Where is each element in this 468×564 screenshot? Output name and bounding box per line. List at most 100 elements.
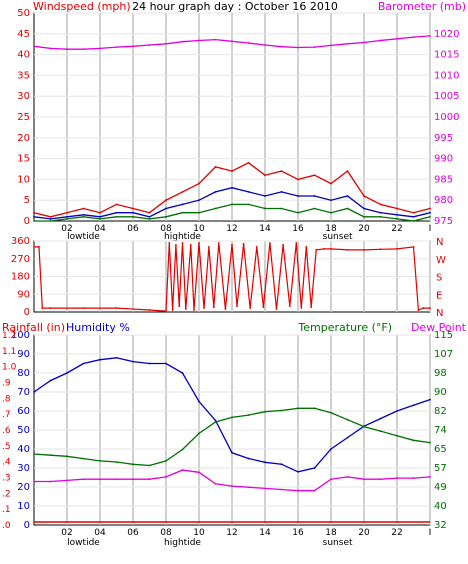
- x-tick-label: 14: [259, 224, 271, 234]
- x-tick-label: 02: [61, 224, 72, 234]
- wind-panel-series-3-point: [66, 218, 68, 220]
- wind-panel-series-0-point: [363, 195, 365, 197]
- compass-label: E: [436, 290, 442, 301]
- wind-direction-point: [249, 307, 252, 309]
- climate-series-0-point: [148, 362, 151, 365]
- x-tick-label: 06: [127, 528, 139, 538]
- wind-direction-point: [305, 246, 308, 248]
- wind-direction-point: [429, 307, 431, 309]
- climate-series-0-point: [231, 451, 233, 454]
- wind-panel-series-2-point: [280, 190, 283, 193]
- x-tick-label: 14: [259, 528, 271, 538]
- direction-tick-label: 360: [11, 236, 30, 247]
- temperature-tick-label: 40: [434, 501, 447, 512]
- wind-panel-series-1-point: [313, 46, 316, 49]
- wind-panel-series-3-point: [214, 207, 217, 210]
- wind-panel-series-3-point: [165, 215, 167, 218]
- climate-series-1-point: [148, 464, 151, 467]
- climate-series-2-point: [148, 478, 151, 481]
- wind-panel-series-2-point: [429, 211, 431, 214]
- wind-direction-point: [236, 305, 238, 307]
- compass-label: W: [436, 255, 446, 266]
- wind-panel-series-2-point: [132, 211, 134, 214]
- wind-direction-point: [175, 244, 177, 246]
- climate-series-2-point: [132, 478, 134, 481]
- climate-series-2-point: [396, 477, 398, 479]
- wind-panel-series-1-point: [396, 37, 398, 40]
- wind-panel-series-0-point: [264, 174, 266, 177]
- windspeed-tick-label: 20: [17, 133, 30, 144]
- hightide-label: hightide: [164, 538, 201, 548]
- wind-panel-series-1-point: [132, 45, 134, 48]
- wind-panel-series-2-point: [412, 215, 415, 218]
- wind-direction-point: [168, 242, 171, 244]
- climate-series-1-point: [66, 455, 68, 458]
- climate-series-0-point: [346, 436, 349, 439]
- wind-panel-series-2-point: [297, 195, 299, 197]
- humidity-tick-label: 100: [11, 330, 30, 341]
- wind-panel-series-2-point: [396, 213, 398, 216]
- x-tick-label: 10: [193, 528, 205, 538]
- x-tick-label: 22: [391, 224, 402, 234]
- x-tick-label: 08: [160, 528, 172, 538]
- climate-series-1-point: [363, 425, 365, 428]
- wind-panel-series-2-point: [198, 199, 200, 202]
- wind-panel-series-3-point: [429, 215, 431, 218]
- wind-direction-point: [422, 307, 425, 309]
- barometer-tick-label: 1005: [434, 91, 459, 102]
- wind-panel-series-0-point: [330, 182, 332, 185]
- wind-direction-point: [269, 242, 271, 244]
- wind-direction-point: [282, 244, 285, 246]
- wind-panel-series-3-point: [247, 203, 250, 206]
- wind-panel-series-1-point: [280, 45, 283, 48]
- wind-panel-series-2-point: [148, 215, 151, 218]
- direction-tick-label: 180: [11, 272, 30, 283]
- climate-series-1-point: [396, 434, 398, 437]
- wind-panel-series-1-point: [82, 48, 85, 51]
- wind-panel-series-3-point: [297, 211, 299, 214]
- climate-series-2-point: [165, 476, 167, 478]
- temperature-tick-label: 115: [434, 330, 453, 341]
- compass-label: N: [436, 308, 443, 319]
- wind-panel-series-2-point: [181, 203, 184, 206]
- dewpoint-axis-label: Dew Point: [411, 321, 467, 334]
- wind-panel-series-2-point: [33, 215, 35, 218]
- climate-series-1-point: [412, 439, 415, 442]
- wind-panel-series-2-point: [99, 215, 101, 218]
- climate-series-1-point: [297, 407, 299, 410]
- wind-panel-series-2-point: [379, 211, 382, 214]
- wind-direction-point: [262, 306, 265, 308]
- wind-panel-series-3-point: [181, 211, 184, 214]
- wind-panel-series-3-point: [280, 207, 283, 210]
- wind-direction-point: [288, 305, 291, 307]
- wind-panel-series-1-point: [247, 42, 250, 44]
- x-tick-label: 16: [292, 224, 304, 234]
- wind-direction-point: [171, 309, 174, 311]
- wind-panel-series-0-point: [247, 161, 250, 164]
- wind-direction-point: [363, 248, 365, 251]
- climate-series-1-point: [132, 463, 134, 466]
- wind-panel-series-3-point: [99, 218, 101, 220]
- wind-panel-series-1-point: [181, 40, 184, 43]
- x-tick-label: I: [429, 224, 432, 234]
- climate-series-1-point: [214, 421, 217, 423]
- wind-direction-point: [330, 247, 332, 250]
- wind-panel-series-3-point: [231, 203, 233, 206]
- wind-panel-series-0-point: [346, 170, 349, 172]
- barometer-tick-label: 1000: [434, 112, 459, 123]
- wind-panel-series-0-point: [49, 215, 52, 218]
- climate-series-2-point: [297, 489, 299, 492]
- wind-direction-point: [417, 309, 420, 311]
- wind-panel-series-1-point: [165, 42, 167, 45]
- wind-direction-point: [203, 307, 205, 309]
- barometer-tick-label: 1015: [434, 50, 459, 61]
- x-tick-label: 08: [160, 224, 172, 234]
- humidity-axis-label: Humidity %: [66, 321, 130, 334]
- wind-panel-series-3-point: [396, 218, 398, 220]
- windspeed-tick-label: 35: [17, 70, 30, 81]
- wind-direction-point: [379, 248, 382, 251]
- climate-series-2-point: [363, 478, 365, 481]
- windspeed-tick-label: 50: [17, 8, 30, 19]
- wind-panel-series-1-point: [363, 41, 365, 44]
